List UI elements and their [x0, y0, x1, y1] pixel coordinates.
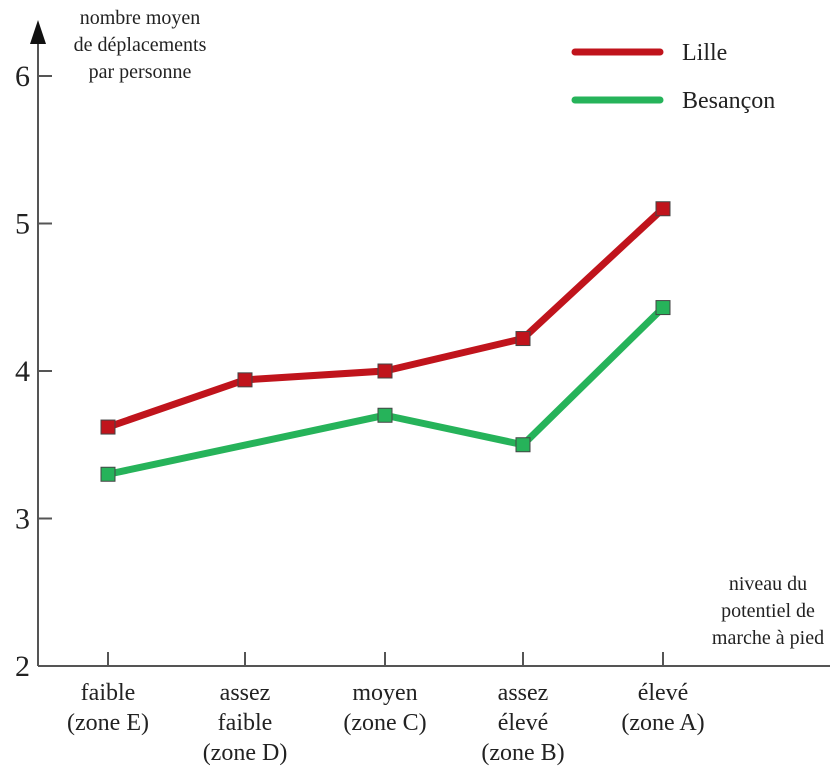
x-axis-title: niveau du potentiel de marche à pied: [712, 573, 824, 649]
x-category-label-line: (zone A): [621, 710, 704, 736]
x-category-label: assez élevé (zone B): [481, 680, 564, 766]
x-category-label: faible (zone E): [67, 680, 149, 736]
x-category-label-line: assez: [498, 680, 549, 706]
data-point-besanon: [655, 300, 671, 316]
x-axis-title-line: marche à pied: [712, 627, 824, 649]
x-category-label: élevé (zone A): [621, 680, 704, 736]
x-category-label-line: assez: [220, 680, 271, 706]
series-line-lille: [104, 205, 667, 431]
x-category-label-line: moyen: [352, 680, 417, 706]
data-point-besanon: [100, 466, 116, 482]
data-point-besanon: [377, 407, 393, 423]
y-axis-title: nombre moyen de déplacements par personne: [74, 7, 207, 83]
y-axis-title-line: nombre moyen: [80, 7, 201, 29]
y-tick-label: 5: [15, 208, 30, 241]
data-point-lille: [377, 363, 393, 379]
x-category-label-line: (zone B): [481, 740, 564, 766]
data-point-lille: [100, 419, 116, 435]
y-axis-title-line: par personne: [89, 61, 192, 83]
x-category-label-line: faible: [81, 680, 136, 706]
x-category-label: assez faible (zone D): [203, 680, 288, 766]
x-category-label-line: faible: [218, 710, 273, 736]
x-category-label-line: élevé: [498, 710, 549, 736]
data-point-besanon: [515, 437, 531, 453]
y-axis-arrow-icon: [30, 20, 46, 44]
x-axis-title-line: niveau du: [729, 573, 807, 595]
x-category-label-line: (zone E): [67, 710, 149, 736]
y-tick-label: 4: [15, 355, 30, 388]
y-tick-label: 6: [15, 60, 30, 93]
x-category-label-line: élevé: [638, 680, 689, 706]
x-category-label: moyen (zone C): [343, 680, 426, 736]
y-tick-label: 2: [15, 650, 30, 683]
data-point-lille: [655, 201, 671, 217]
x-axis-title-line: potentiel de: [721, 600, 815, 622]
x-category-label-line: (zone D): [203, 740, 288, 766]
data-point-lille: [237, 372, 253, 388]
series-line-besanon: [104, 304, 667, 478]
legend-label-besanon: Besançon: [682, 88, 775, 114]
y-tick-label: 3: [15, 503, 30, 536]
y-axis-title-line: de déplacements: [74, 34, 207, 56]
data-point-lille: [515, 331, 531, 347]
x-category-label-line: (zone C): [343, 710, 426, 736]
legend-label-lille: Lille: [682, 40, 727, 66]
